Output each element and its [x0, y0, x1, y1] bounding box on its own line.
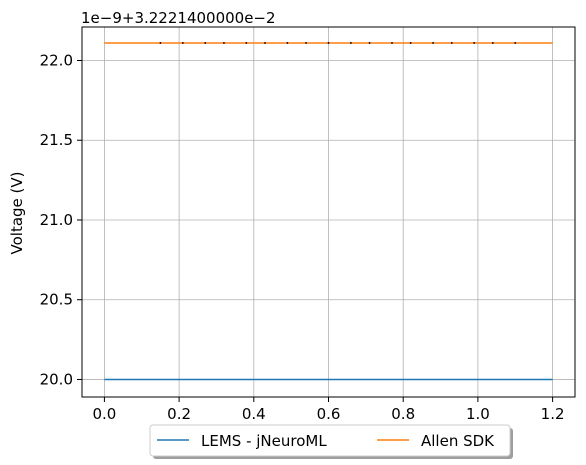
x-axis: 0.0 0.2 0.4 0.6 0.8 1.0 1.2 [92, 397, 565, 423]
y-tick-label: 22.0 [40, 51, 73, 69]
marker-dot [450, 42, 453, 44]
marker-dot [204, 42, 207, 44]
legend-label: Allen SDK [421, 432, 495, 450]
grid-lines [82, 27, 575, 397]
y-tick-label: 20.0 [40, 370, 73, 388]
marker-dot [286, 42, 289, 44]
marker-dot [223, 42, 225, 44]
x-tick-label: 1.0 [466, 405, 490, 423]
legend-box [149, 424, 511, 457]
marker-dot [264, 42, 266, 44]
x-tick-label: 0.2 [167, 405, 191, 423]
x-tick-label: 0.0 [92, 405, 116, 423]
legend-label: LEMS - jNeuroML [201, 432, 327, 450]
marker-dot [409, 42, 412, 44]
y-axis-label: Voltage (V) [8, 172, 26, 255]
x-tick-label: 1.2 [541, 405, 565, 423]
y-offset-label: 1e−9+3.2221400000e−2 [81, 9, 276, 27]
marker-dot [305, 42, 307, 44]
y-axis: 20.0 20.5 21.0 21.5 22.0 [40, 51, 82, 388]
marker-dot [368, 42, 371, 44]
y-tick-label: 21.0 [40, 211, 73, 229]
x-tick-label: 0.6 [317, 405, 341, 423]
marker-dot [391, 42, 393, 44]
marker-dot [350, 42, 352, 44]
marker-dot [473, 42, 476, 44]
y-tick-label: 21.5 [40, 131, 73, 149]
marker-dot [159, 42, 162, 44]
plot-frame [81, 26, 576, 398]
legend: LEMS - jNeuroML Allen SDK [149, 424, 513, 459]
marker-dot [491, 42, 494, 44]
marker-dot [514, 42, 517, 44]
marker-dot [245, 42, 248, 44]
y-tick-label: 20.5 [40, 291, 73, 309]
marker-dot [327, 42, 330, 44]
marker-dots [159, 42, 517, 44]
x-tick-label: 0.4 [242, 405, 266, 423]
x-tick-label: 0.8 [391, 405, 415, 423]
marker-dot [432, 42, 434, 44]
marker-dot [181, 42, 184, 44]
